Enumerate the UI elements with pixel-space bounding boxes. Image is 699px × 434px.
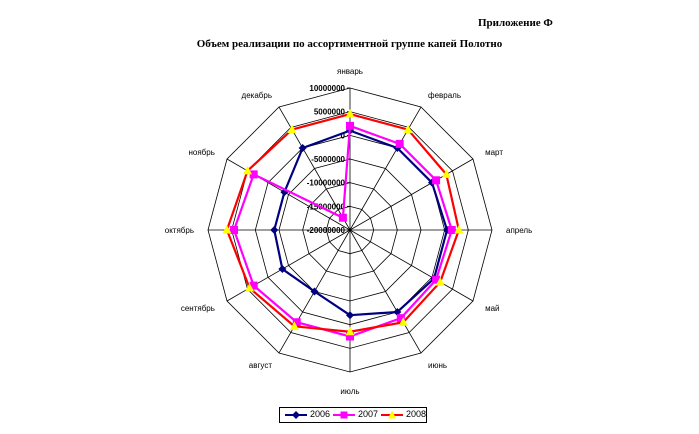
data-point bbox=[345, 109, 355, 118]
data-point bbox=[222, 225, 232, 234]
radial-tick-label: -5000000 bbox=[311, 155, 345, 164]
legend-swatch-2008 bbox=[381, 410, 403, 419]
radial-tick-label: -20000000 bbox=[307, 226, 346, 235]
data-point bbox=[432, 275, 441, 284]
series-2008 bbox=[222, 109, 464, 336]
legend-swatch-2007 bbox=[333, 411, 355, 419]
data-point bbox=[230, 226, 239, 234]
series-2007 bbox=[230, 121, 456, 341]
category-label: май bbox=[485, 304, 499, 313]
category-label: март bbox=[485, 148, 503, 157]
category-label: октябрь bbox=[165, 226, 194, 235]
radial-tick-label: -15000000 bbox=[307, 202, 346, 211]
category-label: январь bbox=[337, 67, 363, 76]
data-point bbox=[292, 318, 301, 327]
data-point bbox=[289, 321, 299, 330]
category-label: ноябрь bbox=[188, 148, 214, 157]
radial-tick-label: 10000000 bbox=[309, 84, 345, 93]
radial-tick-label: 5000000 bbox=[314, 108, 346, 117]
data-point bbox=[243, 165, 253, 175]
data-point bbox=[278, 265, 287, 274]
legend-swatch-2006 bbox=[285, 411, 307, 419]
grid-spoke bbox=[349, 229, 422, 354]
data-point bbox=[346, 121, 354, 130]
data-point bbox=[287, 124, 297, 134]
radial-tick-label: 0 bbox=[341, 131, 346, 140]
appendix-label: Приложение Ф bbox=[478, 17, 553, 29]
legend-label-2008: 2008 bbox=[406, 409, 427, 419]
data-point bbox=[395, 139, 404, 148]
chart-title: Объем реализации по ассортиментной групп… bbox=[196, 38, 503, 50]
data-point bbox=[447, 226, 456, 234]
data-point bbox=[245, 282, 255, 292]
category-label: август bbox=[249, 361, 273, 370]
data-point bbox=[398, 317, 408, 326]
data-point bbox=[393, 307, 402, 316]
series-layer bbox=[222, 109, 464, 341]
category-label: декабрь bbox=[242, 91, 272, 100]
data-point bbox=[249, 170, 258, 179]
grid-spoke bbox=[349, 158, 474, 231]
radial-tick-label: -10000000 bbox=[307, 179, 346, 188]
category-label: апрель bbox=[506, 226, 532, 235]
category-label: сентябрь bbox=[181, 304, 215, 313]
series-line bbox=[273, 129, 449, 317]
data-point bbox=[441, 169, 451, 178]
data-point bbox=[346, 311, 354, 320]
category-label: июнь bbox=[428, 361, 447, 370]
category-labels: январь февраль март апрель май июнь июль август… bbox=[165, 67, 532, 396]
chart-legend: 2006 2007 2008 bbox=[279, 407, 427, 423]
legend-label-2006: 2006 bbox=[310, 409, 331, 419]
legend-label-2007: 2007 bbox=[358, 409, 379, 419]
data-point bbox=[249, 281, 258, 290]
data-point bbox=[346, 332, 354, 341]
data-point bbox=[454, 225, 464, 234]
data-point bbox=[435, 277, 445, 286]
series-2006 bbox=[270, 126, 452, 320]
data-point bbox=[270, 226, 279, 234]
grid-spoke bbox=[349, 106, 422, 231]
category-label: февраль bbox=[428, 91, 461, 100]
data-point bbox=[345, 326, 355, 336]
data-point bbox=[396, 314, 405, 323]
data-point bbox=[338, 213, 347, 222]
grid-spoke bbox=[278, 106, 351, 231]
data-point bbox=[403, 124, 413, 134]
data-point bbox=[298, 144, 307, 153]
data-point bbox=[432, 176, 441, 185]
grid-spoke bbox=[349, 229, 474, 302]
category-label: июль bbox=[340, 387, 359, 396]
data-point bbox=[310, 287, 319, 296]
